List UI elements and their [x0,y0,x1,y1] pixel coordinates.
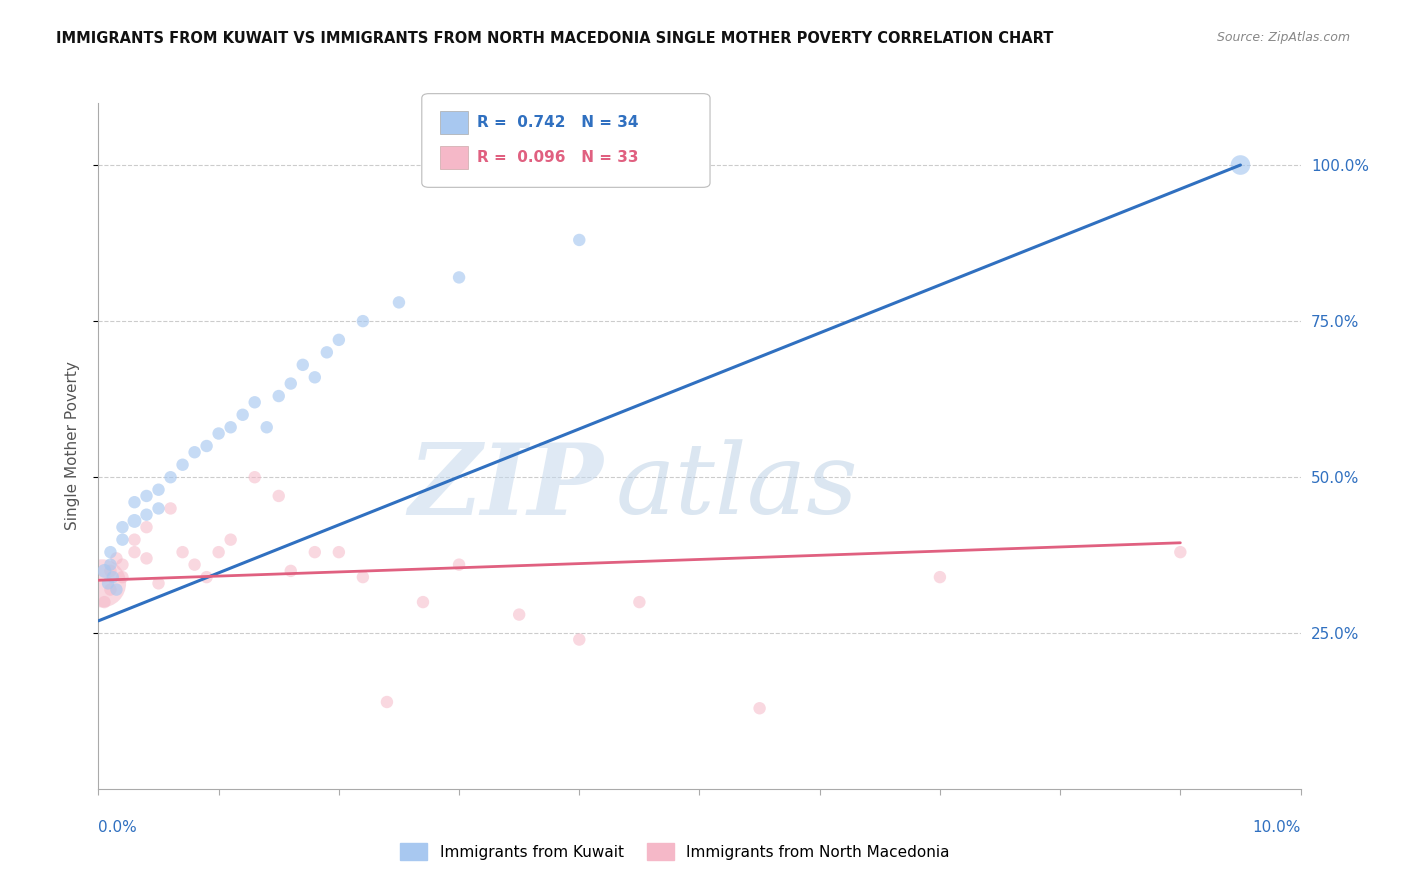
Point [172,545,194,559]
Point [243,395,266,409]
Point [135,489,157,503]
Text: Source: ZipAtlas.com: Source: ZipAtlas.com [1216,31,1350,45]
Point [929,570,952,584]
Point [148,501,170,516]
Point [135,508,157,522]
Point [148,576,170,591]
Point [352,314,374,328]
Point [375,695,398,709]
Point [219,420,242,434]
Point [315,345,337,359]
Text: R =  0.096   N = 33: R = 0.096 N = 33 [477,151,638,165]
Point [243,470,266,484]
Point [208,545,231,559]
Text: IMMIGRANTS FROM KUWAIT VS IMMIGRANTS FROM NORTH MACEDONIA SINGLE MOTHER POVERTY : IMMIGRANTS FROM KUWAIT VS IMMIGRANTS FRO… [56,31,1053,46]
Point [159,470,181,484]
Point [111,570,134,584]
Point [124,495,146,509]
Point [183,558,205,572]
Point [172,458,194,472]
Point [232,408,254,422]
Point [748,701,770,715]
Point [628,595,651,609]
Y-axis label: Single Mother Poverty: Single Mother Poverty [65,361,80,531]
Point [304,545,326,559]
Point [100,564,122,578]
Point [568,632,591,647]
Point [1170,545,1192,559]
Point [195,439,218,453]
Point [101,570,124,584]
Point [159,501,181,516]
Point [447,558,470,572]
Point [100,582,122,597]
Point [280,376,302,391]
Point [135,520,157,534]
Point [304,370,326,384]
Point [1229,158,1251,172]
Point [91,576,114,591]
Point [195,570,218,584]
Point [93,595,115,609]
Point [291,358,314,372]
Point [352,570,374,584]
Point [148,483,170,497]
Point [447,270,470,285]
Point [135,551,157,566]
Legend: Immigrants from Kuwait, Immigrants from North Macedonia: Immigrants from Kuwait, Immigrants from … [394,837,956,866]
Text: R =  0.742   N = 34: R = 0.742 N = 34 [477,115,638,129]
Point [93,564,115,578]
Point [111,533,134,547]
Text: atlas: atlas [616,440,858,535]
Point [508,607,530,622]
Point [256,420,278,434]
Point [97,576,120,591]
Point [111,558,134,572]
Point [100,545,122,559]
Point [280,564,302,578]
Point [219,533,242,547]
Point [267,489,290,503]
Point [388,295,411,310]
Point [328,333,350,347]
Point [105,582,128,597]
Point [124,545,146,559]
Point [328,545,350,559]
Text: ZIP: ZIP [408,439,603,535]
Point [267,389,290,403]
Point [100,558,122,572]
Point [124,533,146,547]
Point [124,514,146,528]
Point [412,595,434,609]
Point [183,445,205,459]
Text: 10.0%: 10.0% [1253,821,1301,835]
Point [208,426,231,441]
Text: 0.0%: 0.0% [98,821,138,835]
Point [111,520,134,534]
Point [105,551,128,566]
Point [568,233,591,247]
